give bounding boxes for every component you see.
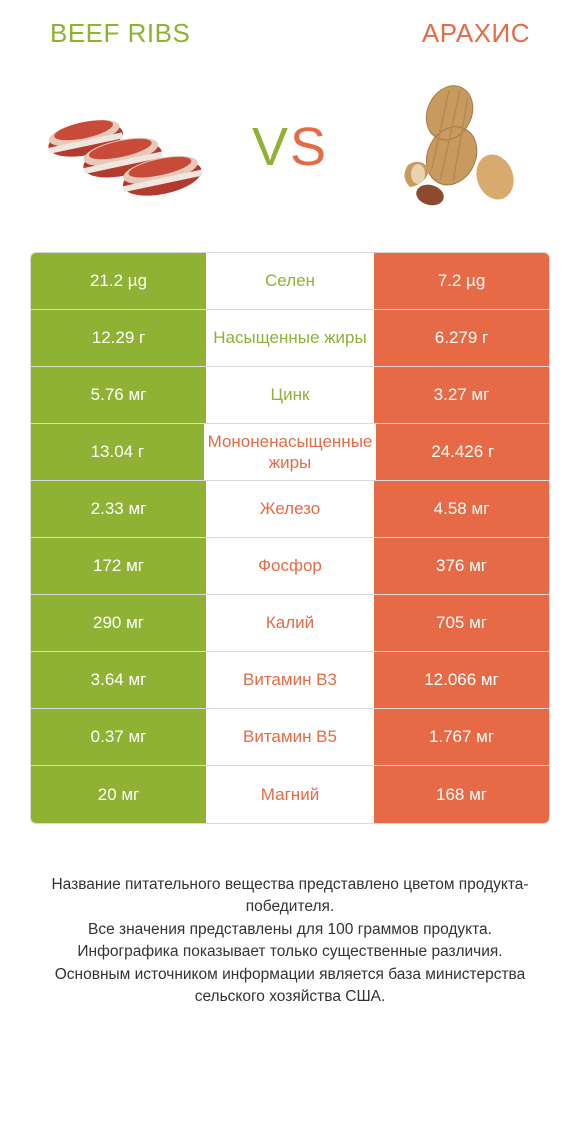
titles-row: Beef ribs Арахис: [0, 0, 580, 57]
footer-line: Основным источником информации является …: [30, 964, 550, 1009]
value-a: 290 мг: [31, 595, 206, 651]
value-b: 24.426 г: [376, 424, 549, 480]
value-a: 3.64 мг: [31, 652, 206, 708]
nutrient-name: Фосфор: [206, 538, 374, 594]
value-b: 705 мг: [374, 595, 549, 651]
nutrient-name: Селен: [206, 253, 374, 309]
nutrient-name: Мононенасыщенные жиры: [204, 424, 377, 480]
value-b: 376 мг: [374, 538, 549, 594]
table-row: 290 мгКалий705 мг: [31, 595, 549, 652]
value-a: 172 мг: [31, 538, 206, 594]
footer-line: Все значения представлены для 100 граммо…: [30, 919, 550, 941]
table-row: 13.04 гМононенасыщенные жиры24.426 г: [31, 424, 549, 481]
value-a: 5.76 мг: [31, 367, 206, 423]
table-row: 5.76 мгЦинк3.27 мг: [31, 367, 549, 424]
table-row: 12.29 гНасыщенные жиры6.279 г: [31, 310, 549, 367]
value-b: 4.58 мг: [374, 481, 549, 537]
value-b: 168 мг: [374, 766, 549, 823]
value-a: 12.29 г: [31, 310, 206, 366]
footer-line: Инфографика показывает только существенн…: [30, 941, 550, 963]
vs-label: VS: [252, 116, 328, 178]
nutrient-name: Витамин B5: [206, 709, 374, 765]
table-row: 2.33 мгЖелезо4.58 мг: [31, 481, 549, 538]
value-a: 0.37 мг: [31, 709, 206, 765]
beef-ribs-image: [40, 77, 210, 217]
value-b: 1.767 мг: [374, 709, 549, 765]
table-row: 20 мгМагний168 мг: [31, 766, 549, 823]
images-row: VS: [0, 57, 580, 252]
value-a: 20 мг: [31, 766, 206, 823]
value-b: 3.27 мг: [374, 367, 549, 423]
value-b: 12.066 мг: [374, 652, 549, 708]
table-row: 172 мгФосфор376 мг: [31, 538, 549, 595]
value-a: 2.33 мг: [31, 481, 206, 537]
nutrient-name: Цинк: [206, 367, 374, 423]
nutrient-name: Витамин B3: [206, 652, 374, 708]
peanuts-image: [370, 77, 540, 217]
footer-text: Название питательного вещества представл…: [30, 874, 550, 1009]
table-row: 0.37 мгВитамин B51.767 мг: [31, 709, 549, 766]
value-b: 7.2 µg: [374, 253, 549, 309]
value-a: 21.2 µg: [31, 253, 206, 309]
value-a: 13.04 г: [31, 424, 204, 480]
nutrient-name: Магний: [206, 766, 374, 823]
footer-line: Название питательного вещества представл…: [30, 874, 550, 919]
table-row: 21.2 µgСелен7.2 µg: [31, 253, 549, 310]
food-b-title: Арахис: [422, 18, 530, 49]
nutrient-name: Насыщенные жиры: [206, 310, 374, 366]
table-row: 3.64 мгВитамин B312.066 мг: [31, 652, 549, 709]
food-a-title: Beef ribs: [50, 18, 190, 49]
nutrient-name: Железо: [206, 481, 374, 537]
value-b: 6.279 г: [374, 310, 549, 366]
nutrient-name: Калий: [206, 595, 374, 651]
comparison-table: 21.2 µgСелен7.2 µg12.29 гНасыщенные жиры…: [30, 252, 550, 824]
